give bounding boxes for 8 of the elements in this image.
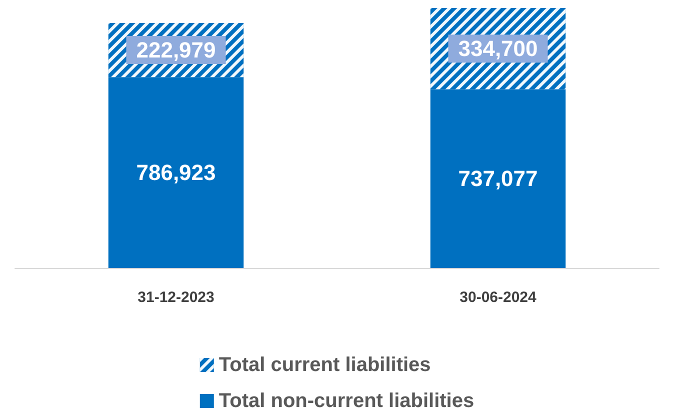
data-label: 222,979 xyxy=(136,38,216,63)
data-label: 786,923 xyxy=(136,160,216,186)
x-tick-label: 30-06-2024 xyxy=(460,289,538,306)
x-tick-label: 31-12-2023 xyxy=(138,289,214,306)
legend-label: Total non-current liabilities xyxy=(218,390,474,412)
legend-label: Total current liabilities xyxy=(218,354,431,376)
data-label: 334,700 xyxy=(458,36,538,62)
data-label: 737,077 xyxy=(458,166,538,192)
